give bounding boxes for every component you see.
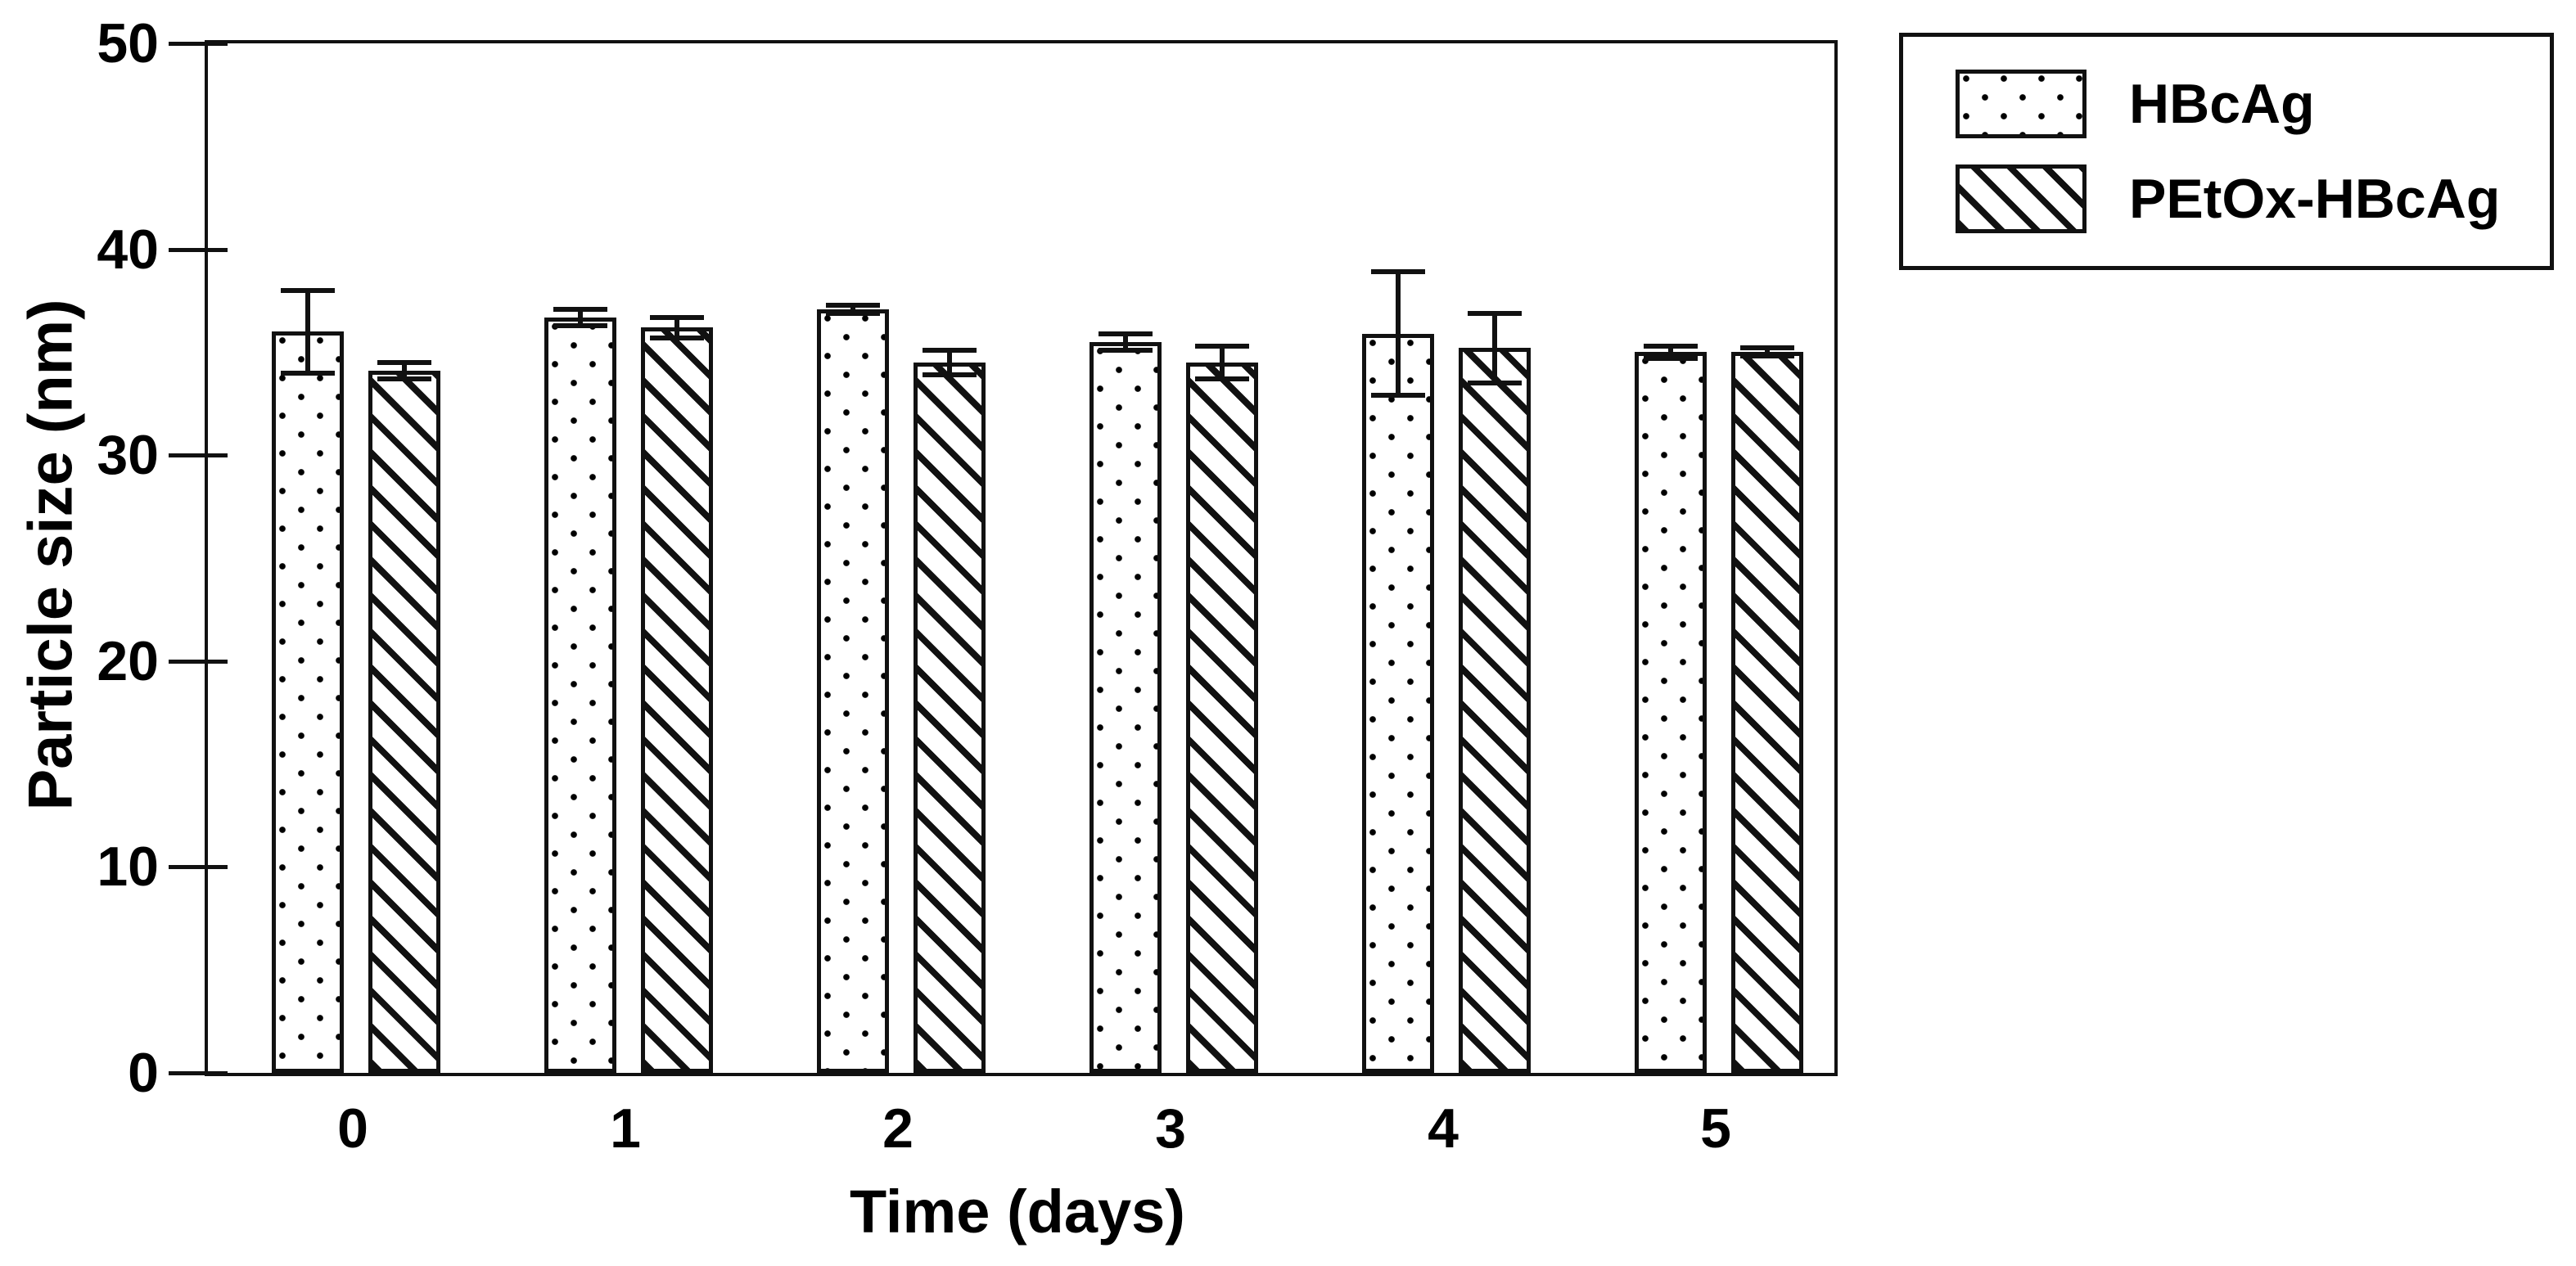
y-tick-mark-50 bbox=[169, 42, 228, 46]
bar-PEtOx-HBcAg-day-4 bbox=[1459, 348, 1531, 1073]
error-bar-PEtOx-HBcAg-day-4 bbox=[1492, 313, 1497, 384]
error-bar-HBcAg-day-5 bbox=[1668, 345, 1673, 358]
error-cap-top-HBcAg-day-0 bbox=[281, 287, 335, 293]
error-cap-bottom-HBcAg-day-2 bbox=[826, 310, 880, 316]
x-tick-label-day-5: 5 bbox=[1700, 1097, 1731, 1160]
legend-swatch-dots-icon bbox=[1956, 70, 2087, 138]
x-tick-label-day-1: 1 bbox=[610, 1097, 641, 1160]
error-cap-top-PEtOx-HBcAg-day-4 bbox=[1468, 310, 1522, 316]
x-axis-title: Time (days) bbox=[850, 1178, 1185, 1246]
bar-PEtOx-HBcAg-day-1 bbox=[641, 327, 713, 1073]
legend: HBcAg PEtOx-HBcAg bbox=[1899, 33, 2554, 270]
error-bar-PEtOx-HBcAg-day-0 bbox=[402, 362, 407, 380]
error-cap-bottom-PEtOx-HBcAg-day-1 bbox=[650, 335, 704, 340]
error-bar-HBcAg-day-0 bbox=[305, 290, 310, 373]
error-cap-bottom-PEtOx-HBcAg-day-5 bbox=[1740, 354, 1794, 359]
y-tick-label-40: 40 bbox=[97, 218, 159, 281]
x-tick-label-day-0: 0 bbox=[337, 1097, 368, 1160]
y-tick-label-50: 50 bbox=[97, 12, 159, 74]
error-bar-PEtOx-HBcAg-day-1 bbox=[674, 317, 679, 338]
y-tick-mark-0 bbox=[169, 1071, 228, 1075]
y-tick-mark-40 bbox=[169, 247, 228, 252]
error-cap-bottom-PEtOx-HBcAg-day-4 bbox=[1468, 381, 1522, 386]
error-cap-top-HBcAg-day-5 bbox=[1644, 343, 1698, 349]
bar-HBcAg-day-5 bbox=[1635, 352, 1707, 1073]
error-bar-HBcAg-day-2 bbox=[850, 304, 855, 313]
error-bar-HBcAg-day-3 bbox=[1123, 333, 1128, 350]
bar-HBcAg-day-3 bbox=[1089, 341, 1162, 1073]
error-cap-bottom-PEtOx-HBcAg-day-0 bbox=[377, 376, 431, 382]
error-cap-bottom-PEtOx-HBcAg-day-3 bbox=[1195, 376, 1249, 382]
error-cap-bottom-HBcAg-day-5 bbox=[1644, 355, 1698, 361]
y-tick-label-0: 0 bbox=[128, 1042, 159, 1104]
x-tick-label-day-2: 2 bbox=[882, 1097, 914, 1160]
error-cap-top-HBcAg-day-3 bbox=[1099, 331, 1153, 336]
legend-label-petox-hbcag: PEtOx-HBcAg bbox=[2129, 168, 2501, 230]
error-cap-bottom-PEtOx-HBcAg-day-2 bbox=[923, 372, 977, 378]
y-tick-label-30: 30 bbox=[97, 424, 159, 487]
error-bar-HBcAg-day-1 bbox=[578, 309, 583, 326]
y-tick-label-10: 10 bbox=[97, 836, 159, 899]
y-tick-mark-10 bbox=[169, 865, 228, 870]
bar-HBcAg-day-4 bbox=[1362, 333, 1434, 1073]
error-cap-top-PEtOx-HBcAg-day-3 bbox=[1195, 343, 1249, 349]
bar-HBcAg-day-1 bbox=[544, 317, 616, 1073]
x-tick-label-day-4: 4 bbox=[1428, 1097, 1459, 1160]
plot-area: 0 10 20 30 40 50 bbox=[97, 16, 1838, 1101]
error-cap-top-PEtOx-HBcAg-day-5 bbox=[1740, 345, 1794, 351]
y-axis-title: Particle size (nm) bbox=[16, 299, 86, 811]
error-bar-PEtOx-HBcAg-day-3 bbox=[1220, 345, 1225, 380]
bar-PEtOx-HBcAg-day-0 bbox=[368, 371, 440, 1073]
y-tick-mark-20 bbox=[169, 659, 228, 664]
bar-PEtOx-HBcAg-day-5 bbox=[1731, 352, 1803, 1073]
error-cap-bottom-HBcAg-day-4 bbox=[1371, 393, 1425, 399]
error-cap-top-PEtOx-HBcAg-day-2 bbox=[923, 347, 977, 353]
legend-swatch-stripes-icon bbox=[1956, 164, 2087, 233]
bar-HBcAg-day-0 bbox=[272, 331, 344, 1073]
y-tick-label-20: 20 bbox=[97, 629, 159, 692]
legend-item-hbcag: HBcAg bbox=[1956, 70, 2550, 138]
legend-label-hbcag: HBcAg bbox=[2129, 73, 2315, 135]
error-bar-PEtOx-HBcAg-day-2 bbox=[947, 349, 952, 376]
bar-PEtOx-HBcAg-day-2 bbox=[914, 362, 986, 1073]
error-cap-top-HBcAg-day-4 bbox=[1371, 269, 1425, 275]
y-tick-mark-30 bbox=[169, 453, 228, 458]
error-bar-HBcAg-day-4 bbox=[1396, 272, 1401, 396]
error-cap-top-HBcAg-day-1 bbox=[553, 306, 607, 312]
x-tick-label-day-3: 3 bbox=[1155, 1097, 1186, 1160]
error-cap-top-PEtOx-HBcAg-day-0 bbox=[377, 359, 431, 365]
error-cap-bottom-HBcAg-day-0 bbox=[281, 370, 335, 376]
legend-item-petox-hbcag: PEtOx-HBcAg bbox=[1956, 164, 2550, 233]
error-cap-bottom-HBcAg-day-1 bbox=[553, 322, 607, 328]
error-cap-bottom-HBcAg-day-3 bbox=[1099, 347, 1153, 353]
bar-HBcAg-day-2 bbox=[817, 309, 889, 1073]
bar-PEtOx-HBcAg-day-3 bbox=[1186, 362, 1258, 1073]
error-cap-top-HBcAg-day-2 bbox=[826, 302, 880, 308]
error-bar-PEtOx-HBcAg-day-5 bbox=[1765, 348, 1770, 357]
error-cap-top-PEtOx-HBcAg-day-1 bbox=[650, 314, 704, 320]
